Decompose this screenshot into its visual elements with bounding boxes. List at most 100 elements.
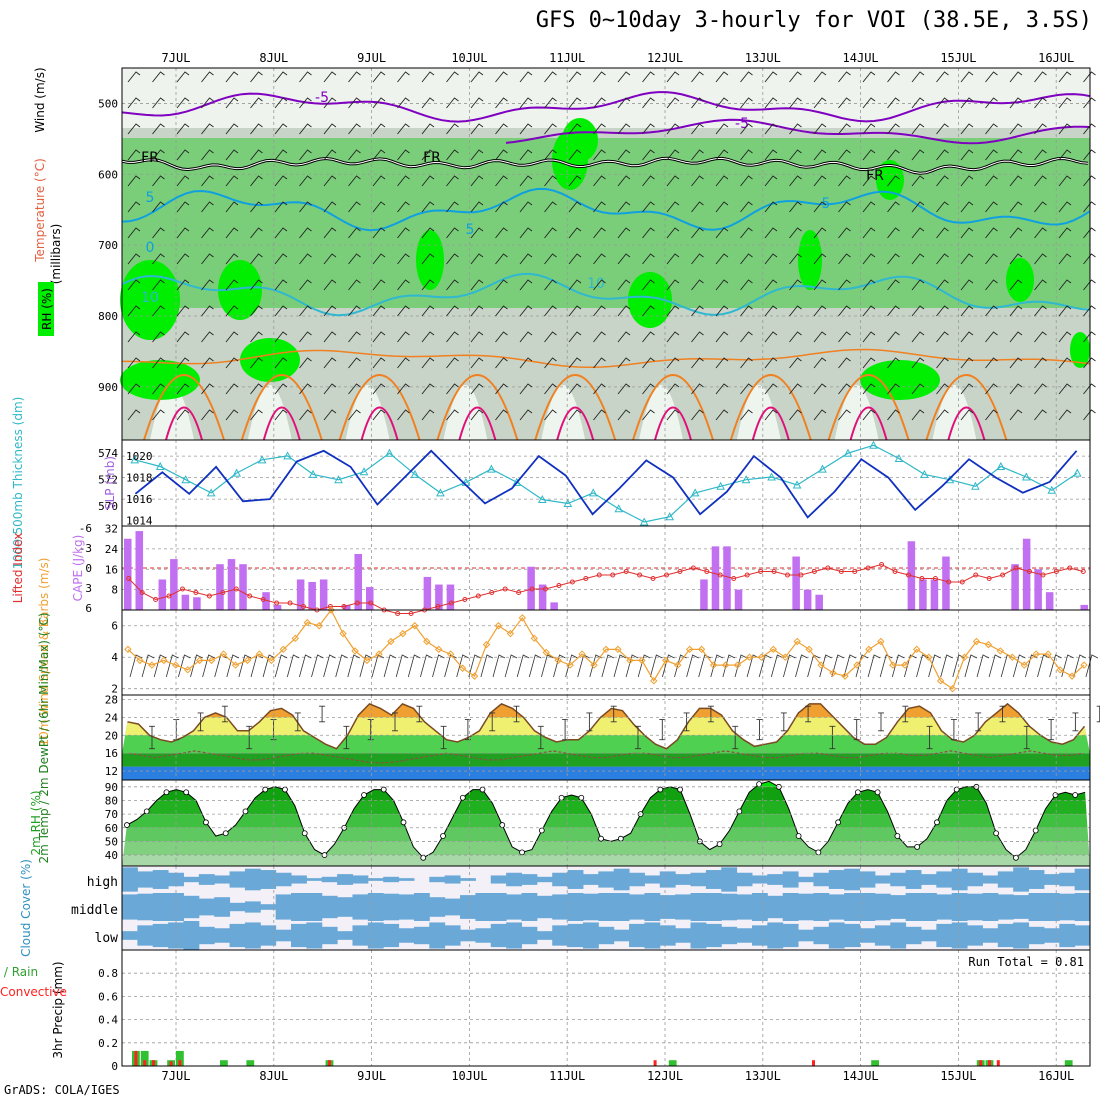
rh-series-line (126, 780, 1086, 859)
upper-wind-barb-412 (421, 331, 435, 343)
precip-conv-bar-10 (812, 1060, 815, 1066)
wind-speed-point-39 (590, 661, 598, 669)
li-point-7 (220, 590, 226, 595)
upper-wind-barb-223 (691, 201, 704, 213)
minmax-errorbar-8 (343, 725, 350, 750)
upper-wind-barb-402 (176, 331, 190, 343)
upper-wind-barb-553 (936, 409, 949, 421)
upper-wind-barb-109 (838, 123, 851, 135)
wind-speed-point-62 (865, 645, 873, 654)
upper-wind-barb-238 (1058, 201, 1072, 213)
surface-wind-barb-27 (456, 654, 469, 678)
precip-legend-conv: Convective (0, 985, 67, 999)
upper-wind-barb-398 (1058, 305, 1072, 317)
cloud-middle-bar-58 (1013, 895, 1030, 919)
thickness-point-16 (537, 494, 547, 504)
upper-wind-barb-63 (691, 97, 704, 109)
upper-wind-barb-328 (323, 279, 337, 291)
upper-wind-barb-433 (936, 331, 949, 343)
upper-wind-barb-260 (617, 227, 631, 239)
surface-wind-barb-17 (335, 654, 348, 678)
cloud-low-bar-29 (567, 923, 584, 948)
isotherm-label-0: -5 (315, 90, 329, 106)
wind-speed-point-44 (650, 677, 658, 685)
minmax-errorbar-32 (926, 725, 933, 750)
upper-wind-barb-194 (960, 175, 974, 187)
upper-wind-barb-18 (568, 71, 582, 83)
upper-wind-barb-178 (568, 175, 582, 187)
upper-wind-barb-160 (127, 175, 141, 187)
upper-wind-barb-320 (127, 279, 141, 291)
upper-wind-barb-295 (495, 253, 508, 265)
precip-total-bar-15 (1064, 1060, 1073, 1066)
cloud-high-bar-4 (183, 876, 200, 883)
surface-wind-barb-32 (516, 654, 530, 678)
wind-speed-point-3 (160, 656, 168, 665)
date-label-top-4: 11JUL (549, 51, 585, 65)
rh-saturated-spot-6 (1006, 258, 1034, 302)
upper-wind-barb-274 (960, 227, 974, 239)
upper-wind-barb-148 (813, 149, 827, 161)
wind-speed-point-60 (841, 672, 849, 680)
freezing-level-inner (121, 157, 1089, 174)
thickness-series-line (134, 444, 1078, 523)
cloud-middle-bar-60 (1043, 893, 1060, 921)
rh-point-6 (183, 789, 190, 796)
upper-wind-barb-243 (201, 227, 214, 239)
li-point-65 (1000, 572, 1006, 578)
upper-wind-barb-377 (544, 305, 557, 317)
cloud-high-bar-59 (1028, 870, 1045, 889)
rh-point-38 (499, 822, 506, 828)
wind-speed-point-38 (578, 650, 586, 658)
minmax-errorbar-37 (1048, 719, 1055, 741)
cloud-middle-bar-23 (475, 893, 492, 921)
surface-wind-barb-55 (795, 654, 808, 678)
upper-wind-barb-429 (838, 331, 851, 343)
upper-wind-barb-510 (862, 383, 876, 395)
wind-speed-point-77 (1044, 650, 1052, 658)
upper-wind-barb-311 (887, 253, 900, 265)
upper-wind-barb-227 (789, 201, 802, 213)
cloud-low-bar-3 (168, 922, 184, 949)
surface-wind-barb-59 (843, 654, 857, 678)
minmax-errorbar-7 (319, 705, 326, 723)
upper-wind-barb-213 (446, 201, 459, 213)
cloud-middle-bar-24 (490, 893, 507, 921)
cloud-middle-bar-25 (506, 894, 522, 920)
upper-wind-barb-2 (176, 71, 190, 83)
precip-total-bar-9 (668, 1060, 677, 1066)
upper-wind-barb-31 (887, 71, 900, 83)
cloud-low-bar-5 (198, 926, 215, 945)
upper-wind-barb-290 (372, 253, 386, 265)
upper-wind-barb-501 (642, 383, 655, 395)
upper-wind-barb-537 (544, 409, 557, 421)
upper-wind-barb-225 (740, 201, 753, 213)
thickness-point-6 (283, 451, 292, 460)
upper-wind-barb-271 (887, 227, 900, 239)
cape-bar-15 (296, 579, 305, 610)
cloud-high-bar-44 (798, 876, 814, 883)
slp-right-tick-3: 1020 (126, 450, 153, 463)
rh-tick-4: 80 (105, 794, 118, 807)
cloud-high-bar-28 (552, 872, 569, 887)
cloud-low-bar-50 (890, 922, 907, 949)
upper-wind-barb-427 (789, 331, 802, 343)
thickness-point-2 (181, 475, 191, 484)
upper-wind-barb-445 (250, 357, 263, 369)
upper-wind-barb-92 (421, 123, 435, 135)
rh-point-78 (894, 833, 901, 839)
minmax-errorbar-38 (1072, 712, 1079, 732)
rh-dry-core-7 (834, 385, 879, 440)
isotherm-25-4 (556, 406, 595, 441)
cape-bar-28 (446, 584, 455, 610)
upper-wind-barb-318 (1058, 253, 1072, 265)
cloud-low-bar-24 (490, 923, 507, 948)
cloud-high-bar-8 (244, 868, 261, 891)
upper-wind-barb-337 (544, 279, 557, 291)
upper-wind-barb-258 (568, 227, 582, 239)
upper-wind-barb-167 (299, 175, 312, 187)
upper-wind-barb-139 (593, 149, 606, 161)
upper-wind-barb-70 (862, 97, 876, 109)
cloud-high-bar-9 (260, 870, 277, 889)
upper-wind-barb-204 (225, 201, 239, 213)
